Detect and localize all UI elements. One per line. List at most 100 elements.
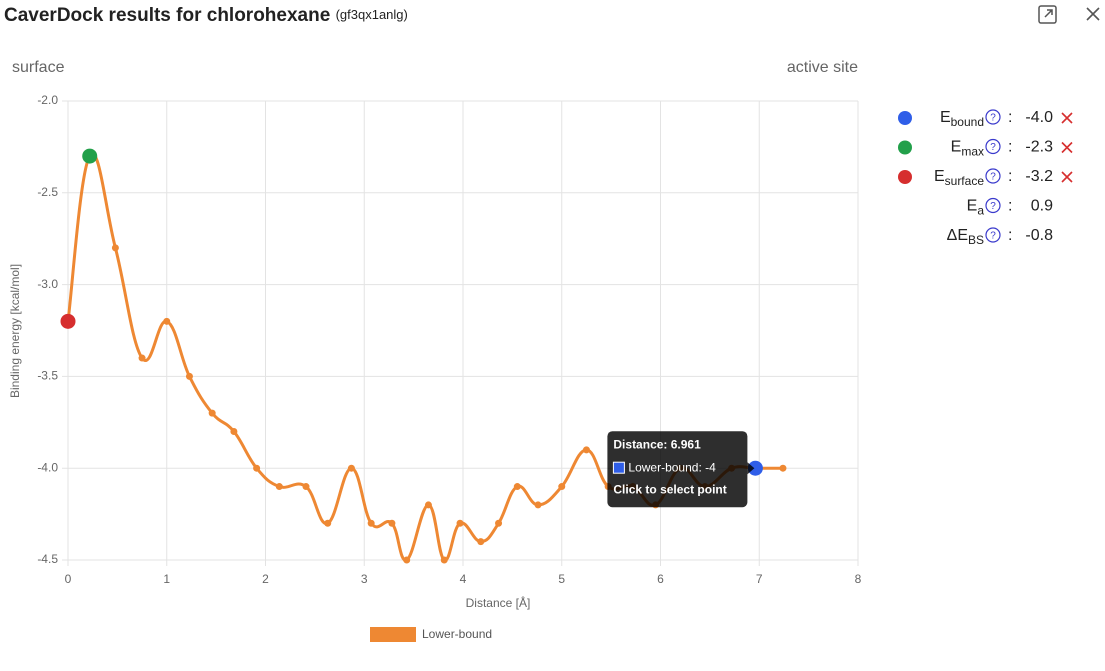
- x-axis-label: Distance [Å]: [466, 595, 531, 610]
- y-tick-label: -2.5: [37, 185, 58, 199]
- x-tick-label: 1: [163, 572, 170, 586]
- data-point[interactable]: [185, 372, 193, 380]
- energy-label: Esurface: [934, 168, 984, 188]
- surface-label: surface: [12, 59, 65, 76]
- colon: :: [1008, 227, 1012, 244]
- tooltip-caret: [747, 462, 755, 475]
- data-point[interactable]: [558, 483, 566, 491]
- colon: :: [1008, 139, 1012, 156]
- energy-dot: [898, 140, 912, 155]
- data-point[interactable]: [230, 427, 238, 435]
- data-point[interactable]: [163, 317, 171, 325]
- help-mark: ?: [990, 142, 996, 153]
- title: CaverDock results for chlorohexane: [4, 5, 330, 26]
- tooltip-title: Distance: 6.961: [613, 437, 701, 451]
- y-axis-label: Binding energy [kcal/mol]: [8, 264, 22, 398]
- tooltip-swatch: [612, 461, 625, 474]
- data-point[interactable]: [275, 483, 283, 491]
- y-tick-label: -3.0: [37, 277, 58, 291]
- remove-button[interactable]: [1061, 112, 1073, 124]
- help-icon[interactable]: [985, 168, 1001, 184]
- colon: :: [1008, 109, 1012, 126]
- close-button[interactable]: [1086, 7, 1100, 21]
- highlight-point[interactable]: [60, 313, 76, 329]
- data-point[interactable]: [324, 519, 332, 527]
- data-point[interactable]: [253, 464, 261, 472]
- help-icon[interactable]: [985, 197, 1001, 214]
- active-site-label: active site: [787, 59, 858, 76]
- x-tick-label: 3: [361, 572, 368, 586]
- highlight-point[interactable]: [747, 460, 763, 476]
- data-point[interactable]: [388, 519, 396, 527]
- data-point[interactable]: [302, 483, 310, 491]
- highlight-point[interactable]: [82, 148, 98, 164]
- data-point[interactable]: [495, 519, 503, 527]
- tooltip-box: [607, 431, 748, 508]
- x-tick-label: 2: [262, 572, 269, 586]
- data-point[interactable]: [111, 244, 119, 252]
- subtitle: (gf3qx1anlg): [336, 7, 408, 22]
- data-point[interactable]: [456, 519, 464, 527]
- x-tick-label: 4: [460, 572, 467, 586]
- help-icon[interactable]: [985, 227, 1001, 243]
- energy-symbol: E: [940, 109, 951, 126]
- energy-subscript: surface: [945, 174, 985, 188]
- expand-button[interactable]: [1038, 5, 1057, 24]
- energy-subscript: a: [977, 204, 984, 218]
- y-tick-label: -4.5: [37, 552, 58, 566]
- remove-button[interactable]: [1061, 171, 1073, 183]
- data-point[interactable]: [138, 354, 146, 362]
- data-point[interactable]: [582, 446, 590, 454]
- y-tick-label: -3.5: [37, 369, 58, 383]
- data-point[interactable]: [367, 519, 375, 527]
- data-point[interactable]: [403, 556, 411, 564]
- colon: :: [1008, 198, 1012, 215]
- help-mark: ?: [990, 113, 996, 124]
- energy-label: Ebound: [940, 109, 984, 129]
- energy-symbol: E: [951, 139, 962, 156]
- data-point[interactable]: [779, 464, 787, 472]
- energy-label: ΔEBS: [947, 227, 984, 247]
- x-tick-label: 7: [756, 572, 763, 586]
- tooltip-hint: Click to select point: [613, 482, 726, 496]
- plot: -2.0 -2.5 -3.0 -3.5 -4.0 -4.5 0 1 2 3 4 5 6 7 8 Lower-b…: [37, 93, 862, 642]
- x-tick-label: 8: [855, 572, 862, 586]
- data-point[interactable]: [440, 556, 448, 564]
- energy-label: Ea: [967, 198, 985, 218]
- energy-subscript: BS: [968, 233, 984, 247]
- energy-subscript: max: [961, 145, 984, 159]
- data-point[interactable]: [424, 501, 432, 509]
- x-tick-label: 6: [657, 572, 664, 586]
- energy-value: -2.3: [1025, 139, 1053, 156]
- data-point[interactable]: [208, 409, 216, 417]
- tooltip-line: Lower-bound: -4: [628, 460, 716, 474]
- legend-swatch: [370, 627, 416, 642]
- energy-symbol: E: [967, 198, 978, 215]
- energy-dot: [898, 170, 912, 184]
- data-point[interactable]: [513, 483, 521, 491]
- help-mark: ?: [990, 231, 996, 242]
- energy-symbol: ΔE: [947, 227, 968, 244]
- data-point[interactable]: [477, 538, 485, 546]
- energy-dot: [898, 111, 912, 125]
- x-tick-label: 5: [558, 572, 565, 586]
- energy-value: 0.9: [1031, 198, 1053, 215]
- energy-value: -4.0: [1025, 109, 1053, 126]
- y-tick-label: -2.0: [37, 93, 58, 107]
- energy-value: -0.8: [1025, 227, 1053, 244]
- data-point[interactable]: [534, 501, 542, 509]
- energy-subscript: bound: [951, 115, 984, 129]
- energy-symbol: E: [934, 168, 945, 185]
- legend-label: Lower-bound: [422, 627, 492, 641]
- tooltip: Distance: 6.961 Lower-bound: -4 Click to s…: [607, 431, 755, 508]
- y-tick-label: -4.0: [37, 460, 58, 474]
- energy-value: -3.2: [1025, 168, 1053, 185]
- help-icon[interactable]: [985, 138, 1001, 155]
- help-mark: ?: [990, 201, 996, 212]
- help-icon[interactable]: [985, 109, 1001, 125]
- x-tick-label: 0: [65, 572, 72, 586]
- colon: :: [1008, 168, 1012, 185]
- remove-button[interactable]: [1061, 141, 1073, 154]
- data-point[interactable]: [347, 464, 355, 472]
